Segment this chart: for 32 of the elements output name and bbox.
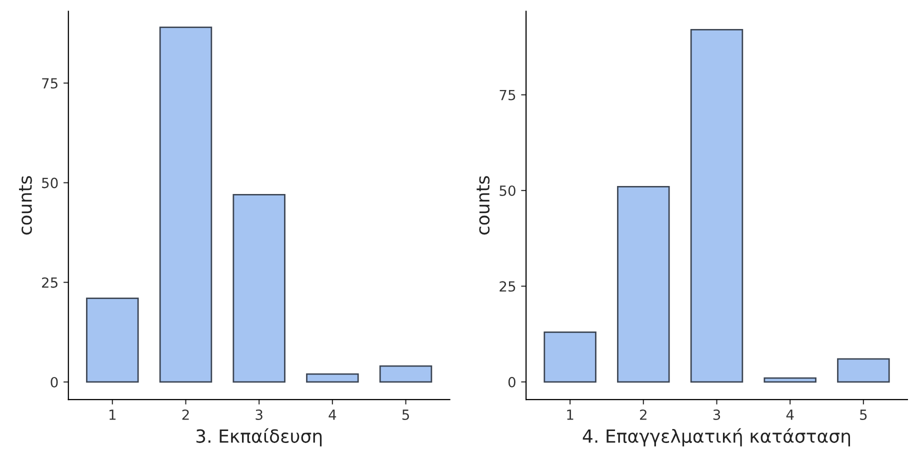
y-tick-label: 0 (508, 376, 516, 388)
x-tick-label: 3 (256, 409, 262, 420)
x-tick-label: 3 (713, 409, 720, 420)
x-tick-label: 1 (567, 410, 574, 420)
x-tick-label: 4 (328, 410, 336, 420)
bar (690, 29, 744, 383)
y-tick-label: 0 (50, 376, 58, 388)
x-tick-label: 4 (786, 410, 794, 420)
bar (232, 194, 286, 383)
bar (837, 358, 890, 383)
x-axis-title: 4. Επαγγελματική κατάσταση (582, 428, 850, 446)
bar (159, 26, 212, 383)
y-tick-label: 50 (42, 178, 58, 188)
y-tick-label: 75 (42, 78, 58, 89)
bar (379, 365, 432, 383)
bar (764, 377, 816, 383)
bar (544, 331, 596, 383)
bar (86, 298, 139, 383)
bar (306, 373, 359, 383)
y-axis-title: counts (19, 176, 32, 235)
x-tick-label: 1 (110, 410, 116, 420)
y-tick-label: 50 (500, 185, 516, 196)
x-tick-label: 5 (402, 410, 409, 420)
x-tick-label: 5 (860, 410, 867, 420)
y-tick-label: 75 (500, 90, 516, 100)
x-axis-title: 3. Εκπαίδευση (196, 428, 322, 446)
bar (617, 186, 670, 383)
y-axis-title: counts (476, 176, 490, 235)
x-tick-label: 2 (640, 409, 646, 420)
y-tick-label: 25 (42, 277, 58, 288)
y-tick-label: 25 (500, 281, 516, 292)
x-tick-label: 2 (182, 409, 189, 420)
